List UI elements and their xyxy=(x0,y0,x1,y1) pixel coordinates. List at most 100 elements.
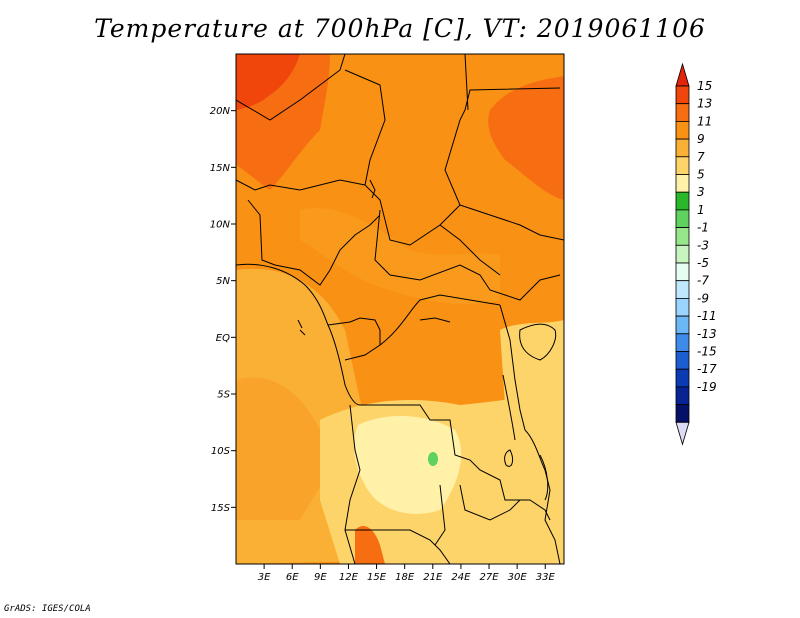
colorbar-label: -19 xyxy=(697,380,717,394)
colorbar-swatch xyxy=(675,121,690,140)
border-segment xyxy=(459,484,521,521)
lake-victoria xyxy=(519,323,557,361)
colorbar-label: 15 xyxy=(697,79,712,93)
grads-credit: GrADS: IGES/COLA xyxy=(4,604,91,614)
field-atlantic xyxy=(236,377,330,520)
x-tick-label: 9E xyxy=(314,572,327,583)
colorbar-label: 1 xyxy=(697,203,705,217)
colorbar-label: 13 xyxy=(697,97,712,111)
colorbar-swatch xyxy=(675,103,690,122)
colorbar-label: 11 xyxy=(697,114,712,128)
colorbar-swatch xyxy=(675,386,690,405)
colorbar-swatch xyxy=(675,315,690,335)
chart-title: Temperature at 700hPa [C], VT: 201906110… xyxy=(94,14,706,43)
colorbar-label: 5 xyxy=(697,168,705,182)
colorbar-cap-top xyxy=(675,62,690,87)
lake-mweru xyxy=(504,449,514,467)
colorbar-label: 7 xyxy=(697,150,705,164)
lake-malawi xyxy=(539,454,549,501)
colorbar-swatch xyxy=(675,174,690,193)
border-segment xyxy=(327,317,381,361)
border-segment xyxy=(434,484,446,546)
x-tick-label: 12E xyxy=(339,572,359,583)
colorbar-swatch xyxy=(675,333,690,352)
border-segment xyxy=(464,54,469,111)
field-angola-core xyxy=(354,415,462,514)
colorbar-swatch xyxy=(675,227,690,246)
border-segment xyxy=(345,529,451,564)
colorbar-swatch xyxy=(675,156,690,175)
colorbar-swatch xyxy=(675,138,690,158)
border-segment xyxy=(459,204,564,241)
colorbar-swatch xyxy=(675,262,690,282)
colorbar-label: -13 xyxy=(697,327,717,341)
colorbar-label: 9 xyxy=(697,132,705,146)
colorbar-label: -3 xyxy=(697,238,709,252)
x-tick-label: 24E xyxy=(451,572,471,583)
field-cold-spot xyxy=(428,452,438,466)
colorbar-label: -11 xyxy=(697,309,717,323)
x-tick-label: 30E xyxy=(508,572,528,583)
colorbar-swatch xyxy=(675,85,690,105)
colorbar-label: -9 xyxy=(697,291,709,305)
colorbar-swatch xyxy=(675,280,690,299)
field-east-highlands xyxy=(500,320,564,430)
map-borders xyxy=(236,54,564,564)
border-segment xyxy=(524,429,561,564)
field-sahel-ribbon xyxy=(300,208,500,305)
temperature-field xyxy=(236,54,564,564)
border-segment xyxy=(236,179,366,191)
x-tick-label: 21E xyxy=(423,572,443,583)
lake-tanganyika xyxy=(502,374,516,441)
y-tick-label: 5N xyxy=(216,276,230,287)
colorbar-label: -15 xyxy=(697,345,717,359)
border-segment xyxy=(360,404,551,521)
x-tick-label: 18E xyxy=(395,572,415,583)
coastline-west xyxy=(236,263,361,406)
y-tick-label: 5S xyxy=(217,390,230,401)
y-tick-label: 20N xyxy=(210,106,231,117)
colorbar-swatch xyxy=(675,244,690,264)
field-south-tip xyxy=(355,525,385,564)
colorbar-swatch xyxy=(675,404,690,423)
x-tick-label: 33E xyxy=(536,572,556,583)
x-tick-label: 6E xyxy=(286,572,299,583)
bioko-island xyxy=(297,319,306,336)
colorbar-cap-bottom xyxy=(675,421,690,446)
colorbar-label: -1 xyxy=(697,221,709,235)
border-segment xyxy=(374,209,561,301)
colorbar-swatch xyxy=(675,368,690,388)
colorbar-swatch xyxy=(675,351,690,370)
border-segment xyxy=(247,199,381,286)
colorbar-label: -7 xyxy=(697,274,709,288)
border-segment xyxy=(439,224,501,276)
colorbar-swatch xyxy=(675,191,690,211)
x-tick-label: 3E xyxy=(258,572,271,583)
y-axis: 20N 15N 10N 5N EQ 5S 10S 15S xyxy=(210,106,236,514)
border-segment xyxy=(499,304,526,431)
y-tick-label: 15S xyxy=(211,503,231,514)
colorbar-label: -5 xyxy=(697,256,709,270)
colorbar-label: 3 xyxy=(697,185,705,199)
colorbar: 15 13 11 9 7 5 3 1 -1 -3 -5 -7 -9 -11 -13 -15 -17 -19 xyxy=(675,62,717,446)
river-segment xyxy=(419,317,451,323)
border-segment xyxy=(236,54,346,121)
y-tick-label: 10S xyxy=(211,446,231,457)
border-segment xyxy=(379,294,501,346)
x-tick-label: 27E xyxy=(480,572,500,583)
colorbar-label: -17 xyxy=(697,362,717,376)
colorbar-swatch xyxy=(675,297,690,317)
x-axis: 3E 6E 9E 12E 15E 18E 21E 24E 27E 30E 33E xyxy=(258,564,556,583)
map-frame xyxy=(235,53,565,565)
y-tick-label: 10N xyxy=(210,220,231,231)
y-tick-label: EQ xyxy=(216,333,230,344)
lake-chad xyxy=(369,179,376,199)
x-tick-label: 15E xyxy=(367,572,387,583)
border-segment xyxy=(344,69,561,246)
y-tick-label: 15N xyxy=(210,163,231,174)
field-northeast-warm xyxy=(488,76,564,200)
colorbar-swatch xyxy=(675,209,690,228)
field-northwest-hot xyxy=(236,54,300,110)
coastline-south xyxy=(344,404,361,564)
